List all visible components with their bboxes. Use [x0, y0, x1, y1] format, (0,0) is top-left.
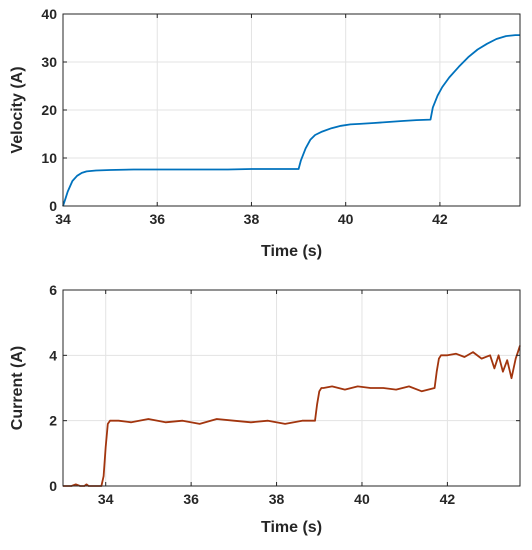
current-x-tick-label: 36 — [183, 491, 199, 507]
current-y-tick-label: 6 — [49, 282, 57, 298]
velocity-y-tick-label: 40 — [41, 6, 57, 22]
current-ticks: 34 36 38 40 42 0 2 4 6 — [49, 282, 520, 507]
current-series-line — [63, 345, 521, 487]
velocity-chart: 34 36 38 40 42 0 10 20 30 40 Time (s) Velocity (A… — [9, 6, 521, 260]
velocity-x-tick-label: 42 — [432, 211, 448, 227]
current-y-axis-label: Current (A) — [9, 346, 26, 430]
velocity-series-line — [62, 34, 520, 207]
current-x-tick-label: 42 — [440, 491, 456, 507]
velocity-y-tick-label: 20 — [41, 102, 57, 118]
current-y-tick-label: 4 — [49, 347, 57, 363]
current-chart: 34 36 38 40 42 0 2 4 6 Time (s) Current (A) — [9, 282, 521, 536]
current-x-tick-label: 40 — [354, 491, 370, 507]
velocity-x-tick-label: 38 — [244, 211, 260, 227]
current-y-tick-label: 2 — [49, 413, 57, 429]
velocity-grid — [62, 13, 520, 207]
velocity-y-tick-label: 0 — [49, 198, 57, 214]
velocity-x-tick-label: 34 — [55, 211, 71, 227]
velocity-series — [62, 34, 520, 207]
current-y-tick-label: 0 — [49, 478, 57, 494]
current-grid — [63, 289, 520, 487]
velocity-x-tick-label: 40 — [338, 211, 354, 227]
velocity-y-tick-label: 10 — [41, 150, 57, 166]
velocity-x-tick-label: 36 — [149, 211, 165, 227]
current-x-tick-label: 38 — [269, 491, 285, 507]
current-x-tick-label: 34 — [98, 491, 114, 507]
velocity-y-tick-label: 30 — [41, 54, 57, 70]
current-x-axis-label: Time (s) — [261, 519, 322, 536]
current-axes-frame — [62, 289, 521, 487]
velocity-x-axis-label: Time (s) — [261, 243, 322, 260]
current-series — [63, 345, 521, 487]
velocity-y-axis-label: Velocity (A) — [9, 66, 26, 153]
velocity-ticks: 34 36 38 40 42 0 10 20 30 40 — [41, 6, 520, 227]
